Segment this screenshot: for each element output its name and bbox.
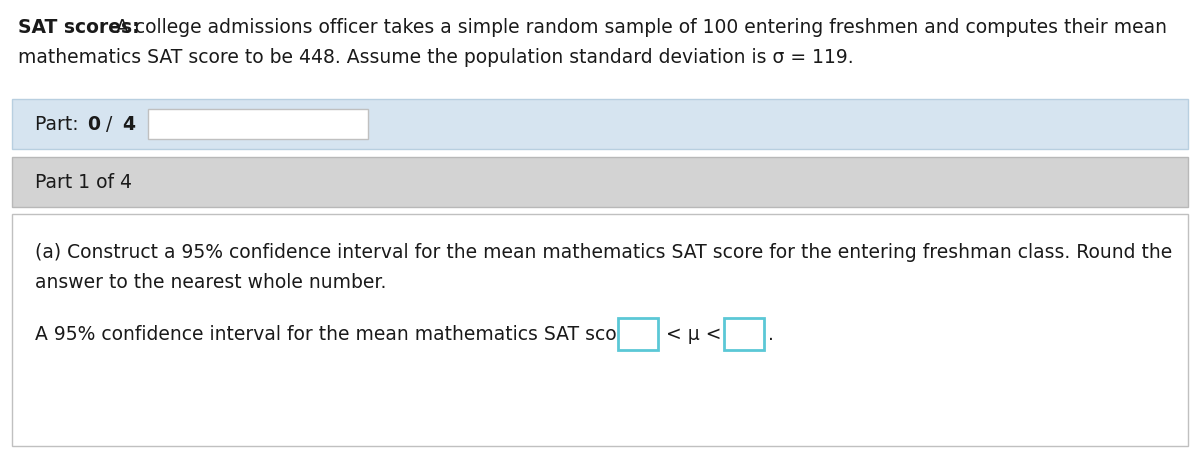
- Text: A 95% confidence interval for the mean mathematics SAT score is: A 95% confidence interval for the mean m…: [35, 325, 656, 344]
- Text: A college admissions officer takes a simple random sample of 100 entering freshm: A college admissions officer takes a sim…: [110, 18, 1166, 37]
- Text: .: .: [768, 325, 774, 344]
- Text: mathematics SAT score to be 448. Assume the population standard deviation is σ =: mathematics SAT score to be 448. Assume …: [18, 48, 853, 67]
- Text: /: /: [100, 115, 119, 134]
- Text: answer to the nearest whole number.: answer to the nearest whole number.: [35, 272, 386, 291]
- Text: SAT scores:: SAT scores:: [18, 18, 139, 37]
- Text: 0: 0: [88, 115, 100, 134]
- Bar: [618, 318, 658, 350]
- Bar: [12, 100, 1188, 150]
- Bar: [12, 157, 1188, 207]
- Bar: [148, 110, 368, 140]
- Text: (a) Construct a 95% confidence interval for the mean mathematics SAT score for t: (a) Construct a 95% confidence interval …: [35, 242, 1172, 262]
- Text: Part 1 of 4: Part 1 of 4: [35, 173, 132, 192]
- Bar: [12, 214, 1188, 446]
- Text: Part:: Part:: [35, 115, 85, 134]
- Bar: [724, 318, 764, 350]
- Text: 4: 4: [122, 115, 134, 134]
- Text: < μ <: < μ <: [666, 325, 721, 344]
